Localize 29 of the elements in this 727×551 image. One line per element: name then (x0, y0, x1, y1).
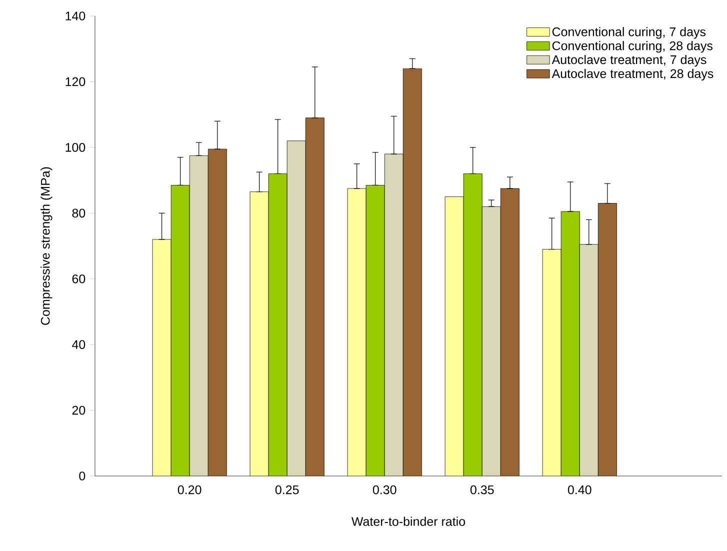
legend-label: Autoclave treatment, 28 days (552, 68, 714, 81)
bar (384, 154, 404, 476)
y-axis-title: Compressive strength (MPa) (40, 167, 52, 325)
x-tick-label: 0.30 (372, 485, 396, 494)
bar (560, 211, 580, 476)
bar (268, 174, 288, 476)
x-axis-title: Water-to-binder ratio (351, 516, 466, 526)
legend-label: Autoclave treatment, 7 days (552, 54, 706, 67)
legend-label: Conventional curing, 7 days (552, 27, 706, 39)
x-tick-label: 0.20 (178, 485, 202, 494)
bar (287, 140, 306, 476)
y-tick-label: 100 (66, 143, 86, 152)
y-tick-label: 20 (72, 406, 86, 415)
y-tick-label: 120 (66, 77, 86, 86)
y-tick-label: 80 (72, 208, 86, 218)
x-tick-label: 0.40 (568, 485, 592, 494)
bar (482, 206, 501, 476)
bar (366, 185, 385, 476)
bar (464, 174, 482, 476)
bar (171, 185, 190, 476)
legend-label: Conventional curing, 28 days (552, 41, 712, 53)
y-tick-label: 0 (79, 472, 86, 480)
x-tick-label: 0.35 (470, 485, 494, 494)
y-tick-label: 60 (72, 274, 86, 284)
bar (579, 244, 598, 476)
y-tick-label: 40 (72, 340, 86, 349)
y-tick-label: 140 (66, 12, 86, 20)
x-tick-label: 0.25 (275, 485, 299, 494)
bar (190, 156, 208, 476)
